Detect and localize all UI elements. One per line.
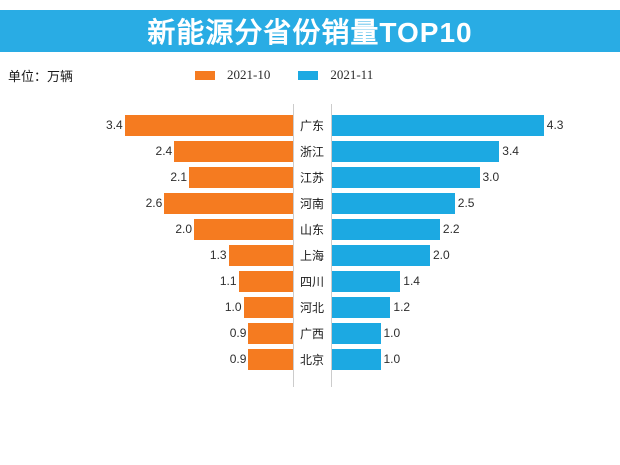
province-label: 江苏 xyxy=(299,171,324,185)
chart-row-河南: 2.6 河南 2.5 xyxy=(0,193,620,214)
value-label-2021-11: 2.5 xyxy=(457,196,475,210)
bar-2021-10 xyxy=(228,245,293,266)
value-label-2021-11: 1.4 xyxy=(403,274,420,288)
chart-rows: 3.4 广东 4.3 2.4 浙江 3.4 2.1 江苏 3.0 2.6 河南 2.5 2.0 山东 2.2… xyxy=(0,115,620,370)
chart-row-山东: 2.0 山东 2.2 xyxy=(0,219,620,240)
right-cell: 1.0 xyxy=(331,349,620,370)
bar-2021-10 xyxy=(248,323,293,344)
value-label-2021-11: 4.3 xyxy=(546,118,564,132)
province-label: 河南 xyxy=(299,197,324,211)
bar-2021-11 xyxy=(331,167,480,188)
bar-2021-11 xyxy=(331,297,391,318)
right-cell: 2.2 xyxy=(331,219,620,240)
value-label-2021-11: 1.2 xyxy=(393,300,411,314)
value-label-2021-11: 3.4 xyxy=(502,144,519,158)
province-label: 北京 xyxy=(299,353,324,367)
right-cell: 1.0 xyxy=(331,323,620,344)
right-cell: 2.5 xyxy=(331,193,620,214)
bar-2021-10 xyxy=(194,219,293,240)
value-label-2021-10: 3.4 xyxy=(106,118,123,132)
value-label-2021-10: 2.0 xyxy=(175,222,192,236)
legend-swatch-blue xyxy=(298,70,319,80)
bar-2021-11 xyxy=(331,245,430,266)
left-cell: 1.3 xyxy=(0,245,293,266)
left-cell: 1.0 xyxy=(0,297,293,318)
right-cell: 2.0 xyxy=(331,245,620,266)
bar-2021-10 xyxy=(238,271,293,292)
bar-2021-10 xyxy=(248,349,293,370)
left-cell: 3.4 xyxy=(0,115,293,136)
legend-swatch-orange xyxy=(195,70,215,80)
value-label-2021-11: 1.0 xyxy=(383,352,401,366)
value-label-2021-11: 2.0 xyxy=(433,248,450,262)
chart-row-上海: 1.3 上海 2.0 xyxy=(0,245,620,266)
legend: 2021-10 2021-11 xyxy=(195,67,373,83)
province-label: 广东 xyxy=(299,119,324,133)
tornado-chart: 3.4 广东 4.3 2.4 浙江 3.4 2.1 江苏 3.0 2.6 河南 2.5 2.0 山东 2.2… xyxy=(0,104,620,387)
chart-row-广西: 0.9 广西 1.0 xyxy=(0,323,620,344)
bar-2021-11 xyxy=(331,219,440,240)
left-cell: 2.6 xyxy=(0,193,293,214)
bar-2021-11 xyxy=(331,349,381,370)
left-cell: 0.9 xyxy=(0,349,293,370)
left-cell: 2.1 xyxy=(0,167,293,188)
bar-2021-10 xyxy=(174,141,293,162)
bar-2021-11 xyxy=(331,115,544,136)
value-label-2021-11: 3.0 xyxy=(482,170,500,184)
right-cell: 3.4 xyxy=(331,141,620,162)
value-label-2021-10: 0.9 xyxy=(229,326,247,340)
left-cell: 2.4 xyxy=(0,141,293,162)
bar-2021-11 xyxy=(331,193,455,214)
bar-2021-11 xyxy=(331,141,500,162)
left-cell: 0.9 xyxy=(0,323,293,344)
right-cell: 4.3 xyxy=(331,115,620,136)
value-label-2021-11: 2.2 xyxy=(442,222,460,236)
bar-2021-11 xyxy=(331,323,381,344)
legend-label-2021-10: 2021-10 xyxy=(227,67,271,82)
value-label-2021-10: 1.1 xyxy=(219,274,237,288)
right-cell: 3.0 xyxy=(331,167,620,188)
legend-item-2021-10: 2021-10 xyxy=(195,67,270,83)
bar-2021-10 xyxy=(124,115,293,136)
center-axis-left-line xyxy=(293,104,294,387)
value-label-2021-10: 0.9 xyxy=(229,352,247,366)
province-label: 山东 xyxy=(299,223,324,237)
left-cell: 2.0 xyxy=(0,219,293,240)
province-label: 浙江 xyxy=(299,145,324,159)
value-label-2021-10: 2.4 xyxy=(155,144,173,158)
province-label: 四川 xyxy=(299,275,324,289)
province-label: 上海 xyxy=(299,249,324,263)
chart-row-北京: 0.9 北京 1.0 xyxy=(0,349,620,370)
unit-label: 单位：万辆 xyxy=(8,69,74,84)
value-label-2021-11: 1.0 xyxy=(383,326,401,340)
value-label-2021-10: 2.6 xyxy=(145,196,163,210)
right-cell: 1.2 xyxy=(331,297,620,318)
page-title: 新能源分省份销量TOP10 xyxy=(147,17,473,48)
left-cell: 1.1 xyxy=(0,271,293,292)
chart-row-四川: 1.1 四川 1.4 xyxy=(0,271,620,292)
right-cell: 1.4 xyxy=(331,271,620,292)
bar-2021-10 xyxy=(243,297,293,318)
legend-label-2021-11: 2021-11 xyxy=(330,67,374,82)
legend-item-2021-11: 2021-11 xyxy=(298,67,373,83)
chart-row-河北: 1.0 河北 1.2 xyxy=(0,297,620,318)
province-label: 河北 xyxy=(299,301,324,315)
chart-row-广东: 3.4 广东 4.3 xyxy=(0,115,620,136)
value-label-2021-10: 2.1 xyxy=(170,170,187,184)
bar-2021-10 xyxy=(189,167,293,188)
bar-2021-11 xyxy=(331,271,401,292)
center-axis-right-line xyxy=(331,104,332,387)
value-label-2021-10: 1.0 xyxy=(224,300,242,314)
chart-row-浙江: 2.4 浙江 3.4 xyxy=(0,141,620,162)
province-label: 广西 xyxy=(299,327,324,341)
bar-2021-10 xyxy=(164,193,293,214)
value-label-2021-10: 1.3 xyxy=(209,248,227,262)
chart-row-江苏: 2.1 江苏 3.0 xyxy=(0,167,620,188)
title-bar: 新能源分省份销量TOP10 xyxy=(0,10,620,52)
